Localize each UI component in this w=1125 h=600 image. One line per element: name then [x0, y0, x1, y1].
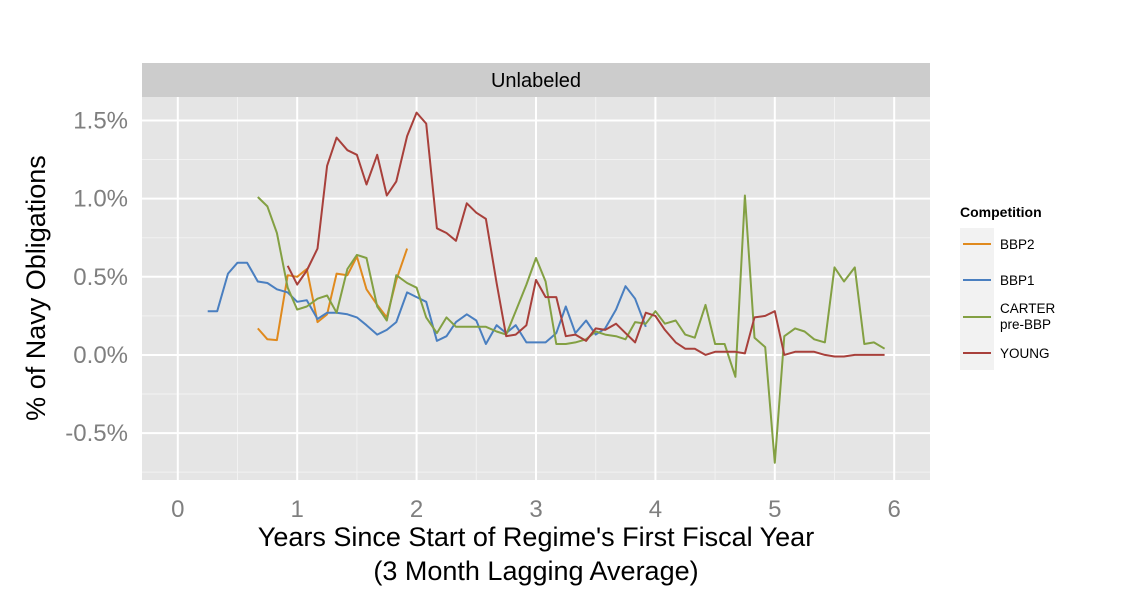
- x-tick-label: 5: [768, 496, 781, 523]
- y-tick-label: 1.5%: [73, 107, 128, 134]
- x-tick-label: 6: [888, 496, 901, 523]
- legend-label: BBP2: [1000, 237, 1035, 252]
- x-tick-label: 3: [529, 496, 542, 523]
- legend-label: CARTER: [1000, 301, 1056, 316]
- x-tick-label: 1: [291, 496, 304, 523]
- y-tick-labels: -0.5% 0.0% 0.5% 1.0% 1.5%: [65, 107, 128, 447]
- x-tick-label: 2: [410, 496, 423, 523]
- y-tick-label: 1.0%: [73, 186, 128, 213]
- x-tick-label: 0: [171, 496, 184, 523]
- legend-label: BBP1: [1000, 273, 1035, 288]
- y-tick-label: 0.0%: [73, 342, 128, 369]
- legend-label: pre-BBP: [1000, 317, 1051, 332]
- x-axis-title-line2: (3 Month Lagging Average): [373, 556, 698, 586]
- y-tick-label: -0.5%: [65, 420, 128, 447]
- y-tick-label: 0.5%: [73, 264, 128, 291]
- x-tick-label: 4: [649, 496, 662, 523]
- x-tick-labels: 0 1 2 3 4 5 6: [171, 496, 901, 523]
- panel-title: Unlabeled: [491, 70, 581, 92]
- y-axis-title: % of Navy Obligations: [21, 155, 51, 421]
- legend-key-bg: [960, 228, 994, 370]
- legend-title: Competition: [960, 204, 1042, 220]
- x-axis-title-line1: Years Since Start of Regime's First Fisc…: [258, 522, 814, 552]
- legend-label: YOUNG: [1000, 346, 1050, 361]
